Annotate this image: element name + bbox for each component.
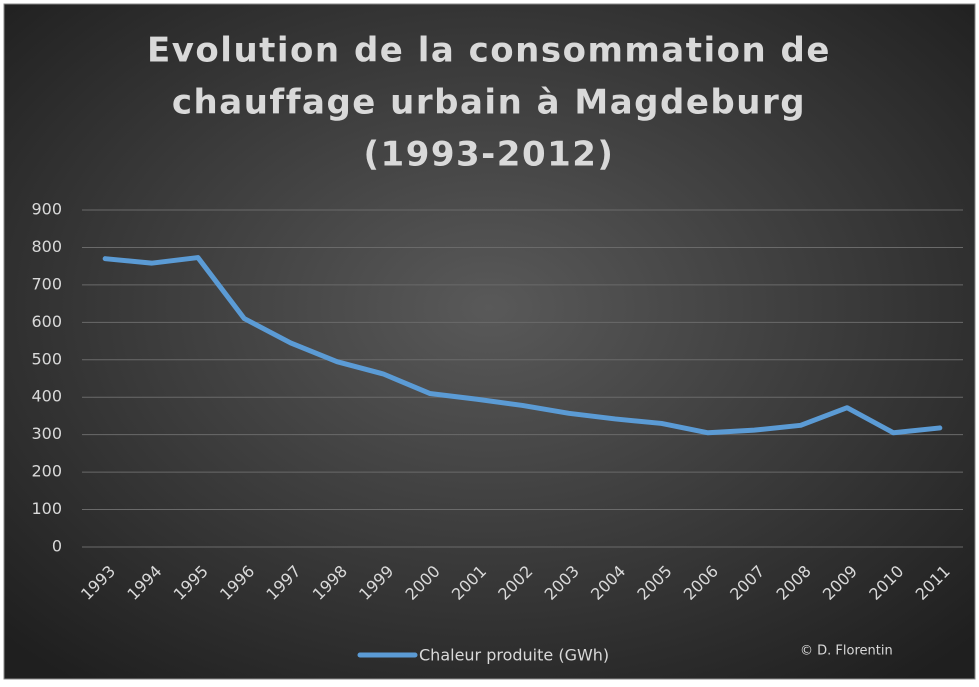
background (3, 3, 976, 680)
chart-title: Evolution de la consommation de (147, 31, 831, 71)
y-tick-label: 400 (31, 387, 62, 406)
y-tick-label: 500 (31, 349, 62, 368)
y-tick-label: 200 (31, 462, 62, 481)
legend-label: Chaleur produite (GWh) (419, 646, 609, 665)
chart-title: (1993-2012) (364, 135, 615, 175)
y-tick-label: 100 (31, 499, 62, 518)
y-tick-label: 800 (31, 237, 62, 256)
y-tick-label: 600 (31, 312, 62, 331)
y-tick-label: 700 (31, 274, 62, 293)
y-tick-label: 900 (31, 200, 62, 219)
y-tick-label: 0 (52, 537, 62, 556)
chart-title: chauffage urbain à Magdeburg (172, 83, 806, 123)
y-tick-label: 300 (31, 424, 62, 443)
annotation: © D. Florentin (800, 644, 893, 659)
series-line (102, 255, 943, 436)
